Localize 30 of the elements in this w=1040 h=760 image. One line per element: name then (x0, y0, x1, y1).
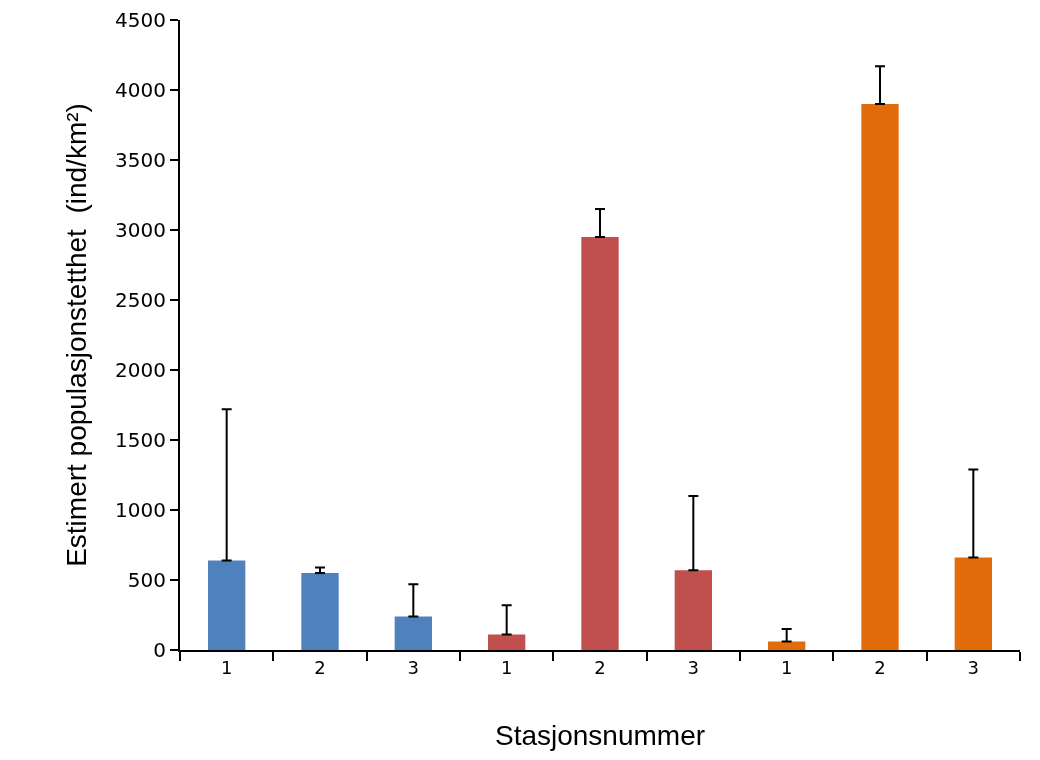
bar (768, 641, 806, 650)
x-tick-label: 1 (220, 656, 233, 678)
y-tick-label: 1000 (115, 498, 166, 522)
bar (301, 573, 339, 650)
x-tick-label: 3 (687, 656, 700, 678)
y-tick-label: 2500 (115, 288, 166, 312)
bar (394, 616, 432, 650)
y-tick-label: 4000 (115, 78, 166, 102)
x-axis-title: Stasjonsnummer (494, 720, 706, 751)
x-tick-label: 2 (314, 656, 326, 678)
bar (488, 634, 526, 650)
y-tick-label: 1500 (115, 428, 166, 452)
x-tick-label: 1 (780, 656, 793, 678)
x-tick-label: 2 (594, 656, 606, 678)
y-tick-label: 3000 (115, 218, 166, 242)
y-tick-label: 2000 (115, 358, 166, 382)
y-tick-label: 0 (153, 638, 166, 662)
y-tick-label: 4500 (115, 8, 166, 32)
x-tick-label: 1 (500, 656, 513, 678)
bar (208, 560, 246, 650)
bar (954, 557, 992, 650)
x-tick-label: 3 (967, 656, 980, 678)
bar (674, 570, 712, 650)
x-tick-label: 3 (407, 656, 420, 678)
y-tick-label: 3500 (115, 148, 166, 172)
bar (861, 104, 899, 650)
x-tick-label: 2 (874, 656, 886, 678)
bar (581, 237, 619, 650)
y-axis-title: Estimert populasjonstetthet (ind/km²) (61, 103, 93, 567)
y-tick-label: 500 (127, 568, 166, 592)
